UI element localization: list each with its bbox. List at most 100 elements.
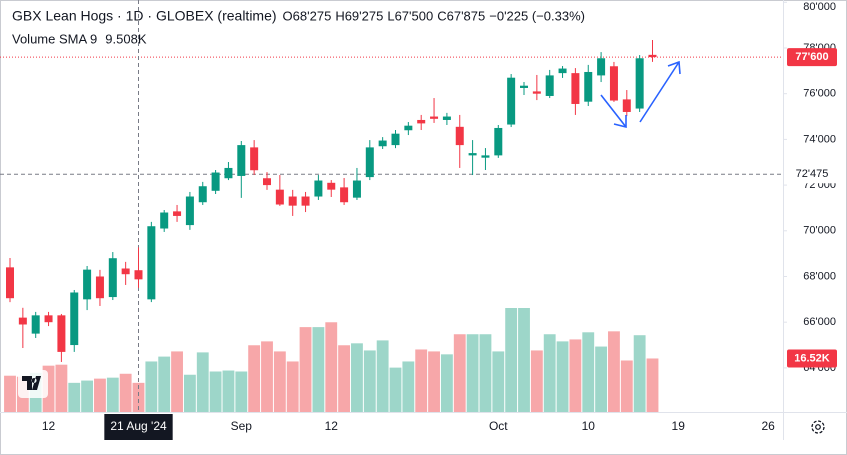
- settings-gear[interactable]: [811, 420, 825, 434]
- candle-body: [442, 116, 451, 120]
- volume-bar: [440, 354, 453, 412]
- volume-bar: [492, 351, 505, 412]
- volume-bar: [171, 351, 183, 412]
- candle-body: [237, 145, 246, 176]
- volume-bar: [338, 345, 351, 412]
- candle-body: [468, 153, 477, 156]
- volume-bar: [428, 351, 440, 412]
- candle-body: [391, 133, 400, 146]
- volume-bar: [81, 380, 94, 412]
- candle-body: [584, 71, 593, 102]
- volume-bar: [556, 341, 569, 412]
- candle-body: [365, 147, 374, 178]
- candle-body: [250, 147, 259, 171]
- candle-body: [609, 66, 618, 101]
- x-tick-label: 10: [582, 419, 596, 433]
- volume-bar: [608, 331, 620, 412]
- volume-bar: [132, 382, 145, 412]
- candle-body: [635, 58, 644, 109]
- legend-key: O: [283, 8, 293, 23]
- legend-value: 67'875: [447, 8, 486, 23]
- candle-body: [532, 91, 541, 94]
- candle-body: [340, 187, 349, 203]
- candle-body: [108, 258, 117, 298]
- volume-bar: [453, 334, 466, 412]
- candle-body: [95, 276, 104, 299]
- volume-bar: [415, 349, 428, 412]
- candle-body: [134, 270, 143, 280]
- volume-bar: [376, 340, 389, 412]
- legend-key: H: [335, 8, 344, 23]
- candle-body: [494, 127, 503, 156]
- gear-outer[interactable]: [811, 420, 825, 434]
- volume-bar: [158, 356, 171, 412]
- candle-body: [314, 180, 323, 197]
- candle-body: [185, 196, 194, 226]
- candle-body: [430, 116, 439, 119]
- volume-bar: [620, 360, 633, 412]
- candle-body: [211, 172, 220, 191]
- volume-bar: [261, 341, 273, 412]
- volume-bar: [402, 361, 415, 412]
- tradingview-logo: [18, 370, 48, 398]
- volume-bar: [325, 322, 338, 412]
- volume-label: 16.52K: [794, 352, 830, 364]
- candle-body: [301, 196, 310, 206]
- candle-body: [160, 212, 169, 229]
- crosshair-label: 72'475: [796, 168, 829, 180]
- chart-title: GBX Lean Hogs · 1D · GLOBEX (realtime): [12, 8, 277, 24]
- candle-body: [57, 315, 66, 352]
- legend-key: C: [437, 8, 446, 23]
- volume-bar: [273, 351, 286, 412]
- volume-bar: [222, 370, 235, 412]
- candle-body: [545, 75, 554, 96]
- volume-bar: [351, 343, 363, 412]
- candle-body: [404, 125, 413, 131]
- candle-body: [70, 292, 79, 346]
- drawing-arrows: [600, 60, 681, 129]
- y-tick-label: 66'000: [803, 316, 836, 328]
- candle-body: [352, 180, 361, 198]
- candle-body: [6, 267, 14, 299]
- candle-body: [520, 85, 528, 88]
- arrow-head: [667, 60, 681, 75]
- crosshair-box: [787, 165, 837, 184]
- candle-body: [173, 211, 182, 216]
- volume-bar: [466, 334, 479, 412]
- x-highlight-box: [104, 414, 173, 440]
- candle-body: [622, 99, 631, 112]
- gear-inner[interactable]: [815, 424, 821, 430]
- x-tick-label: Oct: [489, 419, 508, 433]
- legend-value: 69'275: [345, 8, 384, 23]
- volume-bar: [633, 335, 646, 412]
- candle-body: [275, 189, 284, 205]
- volume-bar: [363, 350, 376, 412]
- candle-body: [44, 315, 53, 323]
- candle-body: [648, 54, 657, 58]
- volume-bar: [42, 365, 55, 412]
- logo-bg: [18, 370, 48, 398]
- y-tick-label: 70'000: [803, 225, 836, 237]
- volume-legend-value: 9.508K: [105, 31, 147, 46]
- last-price-label: 77'600: [795, 51, 828, 63]
- candle-body: [121, 268, 130, 275]
- volume-bar: [286, 361, 299, 412]
- y-tick-label: 76'000: [803, 88, 836, 100]
- last-price-box: [787, 48, 837, 67]
- arrow-head: [613, 115, 627, 129]
- legend-value: 68'275: [293, 8, 332, 23]
- candle-body: [455, 126, 464, 146]
- legend-key: L: [387, 8, 394, 23]
- x-tick-label: 19: [672, 419, 686, 433]
- volume-bar: [299, 327, 312, 412]
- volume-bar: [119, 373, 132, 412]
- candle-body: [507, 77, 516, 125]
- candle-body: [224, 167, 233, 179]
- candle-layer: [6, 39, 657, 362]
- volume-bar: [582, 332, 595, 412]
- volume-bar: [518, 308, 530, 412]
- logo-mark: [22, 376, 41, 390]
- y-tick-label: 68'000: [803, 270, 836, 282]
- label-layer: 64'00066'00068'00070'00072'00074'00076'0…: [42, 1, 837, 440]
